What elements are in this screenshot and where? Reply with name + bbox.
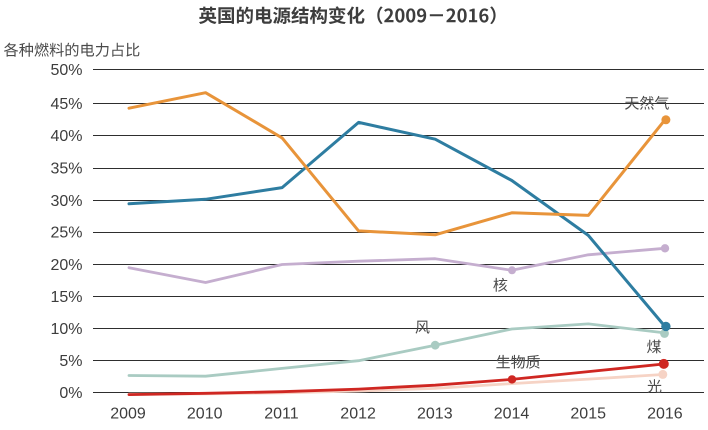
svg-text:2014: 2014 [494,406,530,423]
svg-text:15%: 15% [50,289,82,306]
svg-text:2009: 2009 [110,406,146,423]
svg-text:5%: 5% [59,353,82,370]
svg-text:2012: 2012 [340,406,376,423]
svg-text:30%: 30% [50,193,82,210]
svg-text:2011: 2011 [264,406,299,423]
svg-text:0%: 0% [59,385,82,402]
svg-text:2016: 2016 [647,406,683,423]
svg-text:2010: 2010 [187,406,223,423]
svg-text:40%: 40% [50,128,82,145]
svg-text:20%: 20% [50,257,82,274]
svg-text:2015: 2015 [570,406,606,423]
svg-text:50%: 50% [50,62,82,79]
svg-text:35%: 35% [50,161,82,178]
svg-text:10%: 10% [50,321,82,338]
svg-text:45%: 45% [50,96,82,113]
svg-text:2013: 2013 [417,406,453,423]
svg-text:25%: 25% [50,225,82,242]
